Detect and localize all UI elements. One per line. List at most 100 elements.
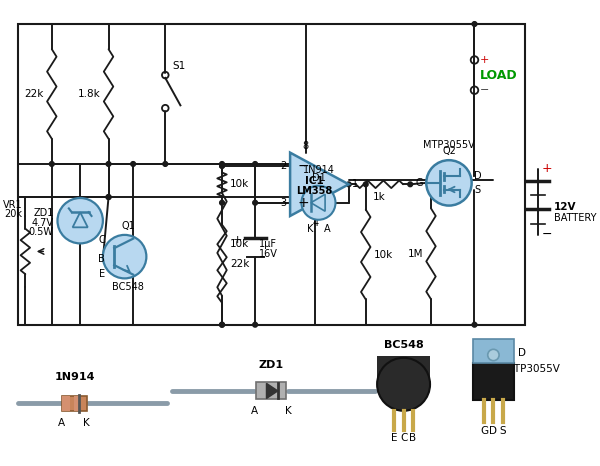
Text: +: +	[480, 55, 490, 65]
Text: S: S	[500, 426, 506, 436]
Circle shape	[364, 182, 368, 187]
Text: −: −	[542, 228, 552, 241]
Text: 3: 3	[280, 198, 286, 208]
Circle shape	[346, 182, 351, 187]
Circle shape	[163, 162, 167, 166]
Text: E: E	[391, 433, 397, 444]
Text: MTP3055V: MTP3055V	[423, 140, 475, 150]
Text: K: K	[83, 418, 90, 428]
Bar	[18, 24, 524, 325]
Circle shape	[253, 162, 257, 166]
Text: 22k: 22k	[25, 89, 44, 99]
Bar	[256, 383, 286, 399]
Text: 2: 2	[280, 161, 286, 171]
Circle shape	[220, 162, 224, 166]
Text: 16V: 16V	[259, 249, 278, 259]
Circle shape	[220, 164, 224, 168]
Circle shape	[471, 56, 478, 64]
Polygon shape	[311, 194, 325, 211]
Bar	[473, 339, 514, 363]
Circle shape	[58, 198, 103, 243]
Bar	[74, 396, 79, 411]
Text: 10k: 10k	[374, 249, 393, 260]
Text: BC548: BC548	[383, 340, 424, 350]
Text: D: D	[490, 426, 497, 436]
Circle shape	[103, 235, 146, 278]
Text: BC548: BC548	[112, 282, 145, 292]
Text: G: G	[480, 426, 488, 436]
Circle shape	[472, 21, 477, 27]
Text: −: −	[298, 159, 309, 173]
Text: LOAD: LOAD	[480, 69, 518, 82]
Circle shape	[220, 322, 224, 327]
Text: D1: D1	[311, 173, 325, 183]
Text: A: A	[58, 418, 65, 428]
Circle shape	[49, 162, 54, 166]
Circle shape	[301, 186, 335, 220]
Text: 1μF: 1μF	[259, 240, 277, 249]
Text: D: D	[518, 348, 526, 358]
Text: ZD1: ZD1	[34, 208, 54, 218]
Text: −: −	[480, 85, 490, 95]
Text: C: C	[400, 433, 407, 444]
Text: B: B	[98, 254, 105, 265]
Bar	[473, 363, 514, 400]
Circle shape	[220, 164, 224, 168]
Text: 10k: 10k	[230, 179, 250, 189]
Text: A: A	[323, 224, 330, 233]
Text: 1.8k: 1.8k	[78, 89, 101, 99]
Polygon shape	[73, 212, 88, 227]
Circle shape	[488, 350, 499, 361]
Circle shape	[162, 105, 169, 111]
Circle shape	[106, 195, 111, 199]
Circle shape	[471, 86, 478, 94]
Bar	[62, 396, 87, 411]
Text: +: +	[542, 162, 552, 175]
Text: S: S	[475, 185, 481, 194]
Circle shape	[253, 322, 257, 327]
Text: K: K	[285, 406, 292, 416]
Text: 1N914: 1N914	[302, 165, 334, 175]
Text: D: D	[475, 171, 482, 181]
Text: VR1: VR1	[3, 199, 22, 210]
Text: E: E	[98, 269, 105, 279]
Circle shape	[408, 182, 413, 187]
Text: G: G	[416, 178, 424, 188]
Text: Q1: Q1	[122, 221, 135, 231]
Text: 1N914: 1N914	[54, 372, 95, 383]
Text: K: K	[307, 224, 313, 233]
Circle shape	[377, 358, 430, 411]
Text: +: +	[233, 234, 242, 245]
Text: B: B	[409, 433, 416, 444]
Circle shape	[220, 200, 224, 205]
Circle shape	[472, 322, 477, 327]
Text: C: C	[98, 234, 105, 245]
Text: 0.5W: 0.5W	[29, 227, 54, 237]
Bar	[62, 396, 70, 411]
Text: 1: 1	[352, 179, 358, 189]
Text: S1: S1	[173, 62, 186, 71]
Text: 22k: 22k	[230, 259, 250, 269]
Text: BATTERY: BATTERY	[554, 213, 596, 223]
Circle shape	[106, 195, 111, 199]
Circle shape	[253, 200, 257, 205]
Circle shape	[426, 160, 472, 206]
Text: 20k: 20k	[4, 209, 22, 219]
Text: Q2: Q2	[442, 146, 456, 157]
Text: 4: 4	[312, 218, 319, 228]
Text: MTP3055V: MTP3055V	[505, 364, 560, 374]
Text: 1k: 1k	[373, 192, 386, 202]
Text: IC1: IC1	[305, 176, 324, 185]
Bar	[377, 356, 430, 389]
Text: +: +	[298, 196, 309, 210]
Circle shape	[162, 72, 169, 78]
Text: LM358: LM358	[296, 186, 333, 196]
Text: 12V: 12V	[554, 201, 577, 212]
Polygon shape	[290, 153, 349, 216]
Text: 4.7V: 4.7V	[32, 218, 54, 227]
Circle shape	[220, 322, 224, 327]
Polygon shape	[266, 384, 278, 398]
Text: 1M: 1M	[407, 249, 423, 259]
Circle shape	[106, 162, 111, 166]
Text: A: A	[251, 406, 258, 416]
